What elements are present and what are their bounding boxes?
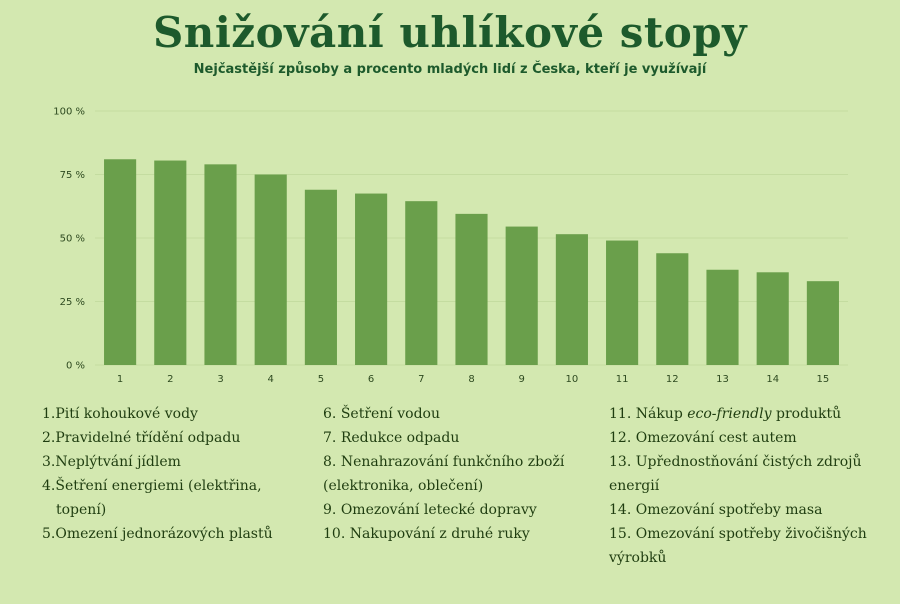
x-tick-label: 2	[167, 374, 173, 385]
x-tick-label: 8	[468, 374, 474, 385]
bar-9	[505, 226, 538, 365]
x-tick-label: 3	[217, 374, 223, 385]
bar-3	[204, 164, 237, 365]
legend-item: 10. Nakupování z druhé ruky	[323, 526, 530, 542]
x-tick-label: 4	[268, 374, 274, 385]
bar-5	[304, 189, 337, 365]
bar-11	[606, 240, 639, 365]
bar-1	[104, 159, 137, 365]
x-tick-label: 5	[318, 374, 324, 385]
bar-chart: 0 %25 %50 %75 %100 % 1 2 3 4 5 6 7 8 9 10 11 12 13 14…	[53, 107, 848, 385]
x-tick-label: 7	[418, 374, 424, 385]
legend-item: 6. Šetření vodou	[323, 406, 440, 422]
x-axis-ticks: 1 2 3 4 5 6 7 8 9 10 11 12 13 14 15	[117, 374, 829, 385]
bar-8	[455, 213, 488, 365]
legend-item: 4.Šetření energiemi (elektřina, topení)	[42, 478, 262, 518]
y-tick-label: 50 %	[60, 234, 85, 245]
legend-item: 2.Pravidelné třídění odpadu	[42, 430, 241, 446]
x-tick-label: 1	[117, 374, 123, 385]
legend-column-3: 11. Nákup eco-friendly produktů 12. Omez…	[609, 402, 894, 570]
x-tick-label: 11	[616, 374, 629, 385]
x-tick-label: 9	[519, 374, 525, 385]
x-tick-label: 10	[566, 374, 579, 385]
legend-column-2: 6. Šetření vodou 7. Redukce odpadu 8. Ne…	[323, 402, 585, 546]
legend-item: 8. Nenahrazování funkčního zboží (elektr…	[323, 454, 565, 494]
legend-column-1: 1.Pití kohoukové vody 2.Pravidelné třídě…	[42, 402, 300, 546]
bar-13	[706, 269, 739, 365]
legend-item: 14. Omezování spotřeby masa	[609, 502, 823, 518]
chart-subtitle: Nejčastější způsoby a procento mladých l…	[193, 62, 707, 77]
x-tick-label: 14	[766, 374, 779, 385]
bar-7	[405, 201, 438, 365]
legend-item: 15. Omezování spotřeby živočišných výrob…	[609, 526, 867, 566]
y-tick-label: 0 %	[66, 361, 85, 372]
x-tick-label: 15	[817, 374, 830, 385]
x-tick-label: 12	[666, 374, 679, 385]
bar-6	[355, 193, 388, 365]
y-tick-label: 100 %	[53, 107, 85, 118]
chart-title: Snižování uhlíkové stopy	[152, 8, 748, 57]
legend-item: 9. Omezování letecké dopravy	[323, 502, 537, 518]
legend-item: 1.Pití kohoukové vody	[42, 406, 198, 422]
legend-item: 13. Upřednostňování čistých zdrojů energ…	[609, 454, 862, 494]
legend-item: 11. Nákup eco-friendly produktů	[609, 406, 842, 422]
legend-item: 12. Omezování cest autem	[609, 430, 797, 446]
bar-4	[254, 174, 287, 365]
x-tick-label: 6	[368, 374, 374, 385]
x-tick-label: 13	[716, 374, 729, 385]
legend-item: 5.Omezení jednorázových plastů	[42, 526, 273, 542]
y-axis-ticks: 0 % 25 % 50 % 75 % 100 %	[53, 107, 85, 372]
legend-item: 3.Neplýtvání jídlem	[42, 454, 181, 470]
bar-12	[656, 253, 689, 365]
y-tick-label: 75 %	[60, 170, 85, 181]
legend-item: 7. Redukce odpadu	[323, 430, 460, 446]
y-tick-label: 25 %	[60, 297, 85, 308]
bar-14	[756, 272, 789, 365]
bar-15	[806, 281, 839, 365]
bar-10	[555, 234, 588, 365]
bars	[104, 159, 839, 365]
bar-2	[154, 160, 187, 365]
